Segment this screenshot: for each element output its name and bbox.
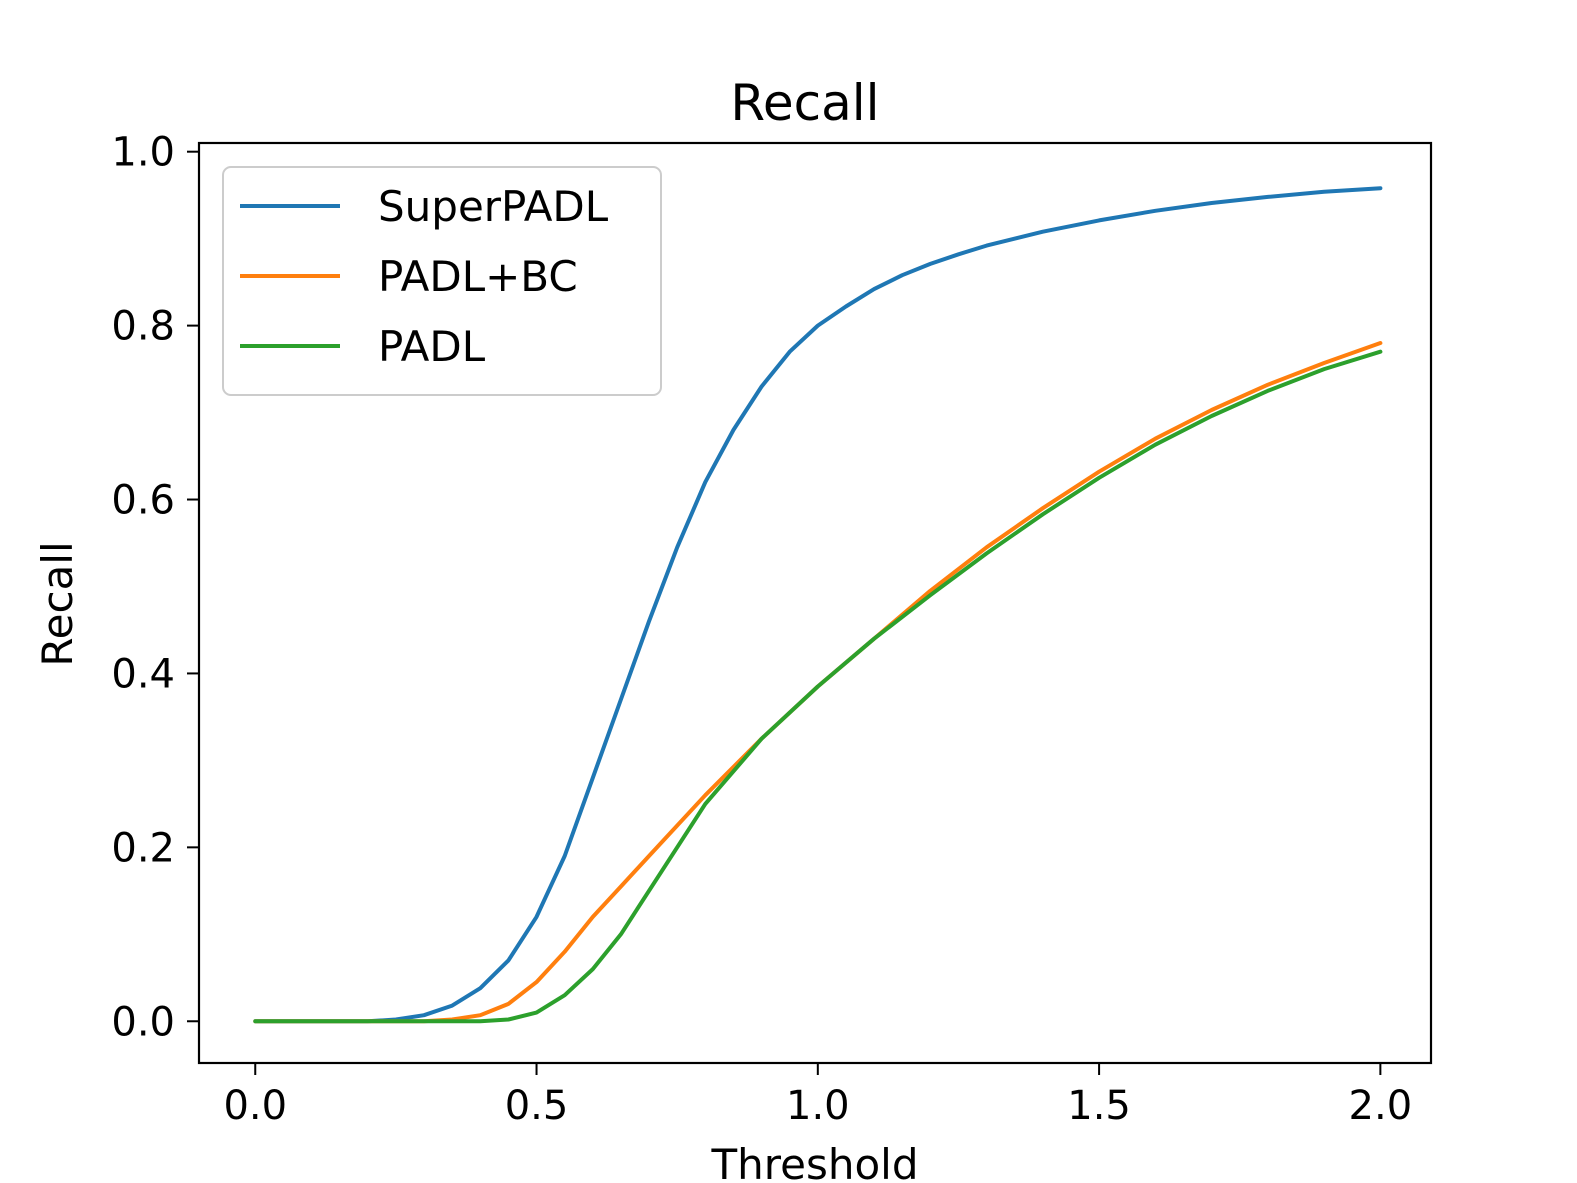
x-axis-ticks: 0.0 0.5 1.0 1.5 2.0 <box>223 1063 1412 1129</box>
y-tick-label: 0.8 <box>111 304 175 350</box>
plot-frame <box>197 141 1433 1065</box>
series-line-padl <box>253 349 1383 1024</box>
y-tick-label: 1.0 <box>111 130 175 176</box>
x-tick-label: 0.0 <box>223 1083 287 1129</box>
x-tick-label: 0.5 <box>505 1083 569 1129</box>
x-tick-label: 1.0 <box>786 1083 850 1129</box>
y-tick-label: 0.0 <box>111 999 175 1045</box>
plot-lines <box>253 186 1383 1024</box>
x-tick-label: 1.5 <box>1067 1083 1131 1129</box>
legend: SuperPADL PADL+BC PADL <box>222 166 662 396</box>
legend-label: PADL <box>378 322 486 371</box>
y-tick-label: 0.2 <box>111 825 175 871</box>
legend-label: PADL+BC <box>378 252 578 301</box>
y-tick-label: 0.6 <box>111 478 175 524</box>
y-axis-label: Recall <box>33 541 82 666</box>
y-axis-ticks: 0.0 0.2 0.4 0.6 0.8 1.0 <box>111 130 199 1045</box>
y-tick-label: 0.4 <box>111 651 175 697</box>
legend-box <box>222 166 662 396</box>
chart-title: Recall <box>730 74 879 132</box>
x-axis-label: Threshold <box>711 1140 919 1183</box>
legend-label: SuperPADL <box>378 182 609 231</box>
series-line-superpadl <box>253 186 1383 1024</box>
x-tick-label: 2.0 <box>1349 1083 1413 1129</box>
